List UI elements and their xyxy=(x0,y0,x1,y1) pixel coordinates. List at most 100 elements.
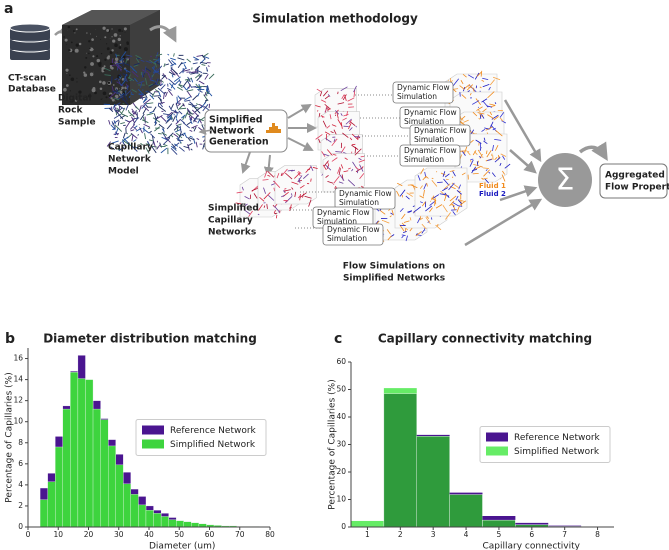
network-edge xyxy=(262,179,269,181)
network-edge xyxy=(125,105,129,111)
flow-box-label: Dynamic Flow xyxy=(404,108,457,117)
network-edge xyxy=(475,98,482,106)
network-edge xyxy=(489,79,495,86)
network-edge xyxy=(452,78,460,86)
network-edge xyxy=(419,185,423,189)
network-edge xyxy=(179,107,187,110)
network-edge xyxy=(165,91,168,97)
network-edge xyxy=(170,57,176,61)
network-edge xyxy=(191,105,197,108)
network-edge xyxy=(413,206,422,213)
arrow xyxy=(240,151,251,174)
network-edge xyxy=(281,194,285,198)
network-edge xyxy=(451,182,460,189)
network-edge xyxy=(403,220,410,223)
histogram-bar xyxy=(92,408,101,528)
network-edge xyxy=(322,120,327,128)
network-edge xyxy=(187,79,190,82)
network-edge xyxy=(471,166,477,174)
chart-title: Capillary connectivity matching xyxy=(378,332,592,346)
network-edge xyxy=(333,154,337,156)
network-edge xyxy=(280,172,283,176)
network-edge xyxy=(113,108,117,113)
network-edge xyxy=(177,57,185,61)
rock-grain xyxy=(83,73,88,77)
network-edge xyxy=(118,64,123,69)
network-edge xyxy=(273,209,277,214)
network-edge xyxy=(113,120,117,124)
network-edge xyxy=(155,78,159,85)
simplified-networks-label: Simplified xyxy=(208,204,259,214)
network-edge xyxy=(177,86,183,91)
rock-grain xyxy=(123,27,127,31)
network-edge xyxy=(160,147,168,154)
generation-label: Network xyxy=(209,126,255,137)
legend-label: Simplified Network xyxy=(514,447,600,457)
network-edge xyxy=(125,90,132,96)
network-edge xyxy=(273,180,281,188)
network-edge xyxy=(396,190,400,197)
network-edge xyxy=(172,115,177,122)
legend-label: Reference Network xyxy=(170,426,257,436)
network-edge xyxy=(420,168,425,175)
network-edge xyxy=(195,73,201,79)
network-edge xyxy=(118,105,121,113)
network-edge xyxy=(287,169,293,172)
diagram-title: Simulation methodology xyxy=(252,12,418,26)
network-edge xyxy=(472,111,478,117)
network-edge xyxy=(458,184,461,190)
rock-grain xyxy=(92,49,94,51)
network-edge xyxy=(355,125,357,128)
network-edge xyxy=(488,86,491,91)
network-model-label: Capillary xyxy=(108,143,153,153)
network-edge xyxy=(145,60,153,64)
network-edge xyxy=(143,98,151,105)
network-edge xyxy=(321,115,325,118)
network-edge xyxy=(158,91,162,98)
network-edge xyxy=(114,78,118,81)
network-edge xyxy=(461,172,466,176)
network-edge xyxy=(135,54,142,59)
network-edge xyxy=(161,80,164,83)
rock-grain xyxy=(109,51,113,54)
rock-grain xyxy=(102,81,106,85)
network-edge xyxy=(425,205,433,212)
network-edge xyxy=(435,224,442,231)
network-edge xyxy=(335,151,343,153)
arrow xyxy=(578,141,608,161)
network-edge xyxy=(494,102,497,105)
network-edge xyxy=(273,187,276,192)
network-edge xyxy=(109,91,116,99)
aggregated-label: Aggregated xyxy=(605,171,665,181)
x-tick-label: 40 xyxy=(144,530,154,539)
network-edge xyxy=(449,170,455,172)
rock-grain xyxy=(66,44,68,46)
network-edge xyxy=(111,121,116,127)
network-edge xyxy=(452,203,456,211)
network-edge xyxy=(243,203,248,207)
network-edge xyxy=(482,177,488,180)
network-edge xyxy=(257,204,263,211)
network-edge xyxy=(248,210,253,217)
network-edge xyxy=(353,85,357,93)
database-label: Database xyxy=(8,85,56,95)
network-edge xyxy=(472,88,475,93)
rock-grain xyxy=(104,58,107,61)
network-edge xyxy=(144,93,148,99)
network-edge xyxy=(251,187,259,192)
network-edge xyxy=(104,74,111,76)
network-edge xyxy=(327,108,331,111)
rock-grain xyxy=(111,36,113,38)
network-edge xyxy=(154,89,160,93)
network-edge xyxy=(142,116,145,122)
network-edge xyxy=(315,134,323,140)
histogram-bar xyxy=(160,516,169,528)
rock-grain xyxy=(110,97,113,100)
network-edge xyxy=(126,132,129,135)
network-edge xyxy=(331,157,338,162)
network-edge xyxy=(143,123,151,128)
network-edge xyxy=(305,166,312,173)
rock-grain xyxy=(110,62,113,66)
